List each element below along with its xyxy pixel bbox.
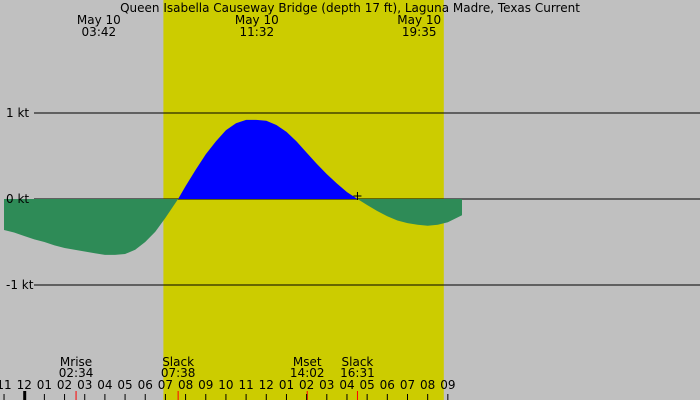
x-tick-label: 08 <box>420 378 435 392</box>
bottom-event-label: Slack <box>162 355 194 369</box>
top-event-date: May 10 <box>397 13 441 27</box>
current-areas <box>4 119 462 255</box>
bottom-event-time: 07:38 <box>161 366 196 380</box>
bottom-event-time: 16:31 <box>340 366 375 380</box>
top-event-date: May 10 <box>77 13 121 27</box>
x-tick-label: 11 <box>0 378 12 392</box>
y-tick-label: -1 kt <box>6 278 34 292</box>
bottom-event-label: Slack <box>342 355 374 369</box>
x-tick-label: 03 <box>77 378 92 392</box>
chart-title: Queen Isabella Causeway Bridge (depth 17… <box>120 1 580 15</box>
x-tick-label: 04 <box>339 378 354 392</box>
ebb-area <box>4 199 462 255</box>
x-tick-label: 11 <box>238 378 253 392</box>
y-tick-label: 0 kt <box>6 192 29 206</box>
x-tick-label: 08 <box>178 378 193 392</box>
top-event-date: May 10 <box>235 13 279 27</box>
x-tick-label: 05 <box>117 378 132 392</box>
x-axis-ticks: 11 12 01 02 03 04 05 06 07 08 09 10 11 12 01 02 03 04 05 06… <box>0 378 455 400</box>
x-tick-label: 07 <box>158 378 173 392</box>
midnight-tick <box>23 391 27 400</box>
flood-area <box>178 119 358 199</box>
x-tick-label: 04 <box>97 378 112 392</box>
x-tick-label: 03 <box>319 378 334 392</box>
top-event-time: 03:42 <box>82 25 117 39</box>
x-tick-label: 02 <box>299 378 314 392</box>
x-tick-label: 01 <box>37 378 52 392</box>
x-tick-label: 09 <box>198 378 213 392</box>
x-tick-label: 01 <box>279 378 294 392</box>
y-axis-labels: 1 kt 0 kt -1 kt <box>6 106 34 292</box>
x-tick-label: 05 <box>360 378 375 392</box>
bottom-event-label: Mset <box>293 355 322 369</box>
x-tick-label: 06 <box>380 378 395 392</box>
y-tick-label: 1 kt <box>6 106 29 120</box>
x-tick-label: 07 <box>400 378 415 392</box>
x-tick-label: 12 <box>259 378 274 392</box>
x-tick-label: 06 <box>138 378 153 392</box>
x-tick-label: 02 <box>57 378 72 392</box>
x-tick-label: 10 <box>218 378 233 392</box>
x-tick-label: 09 <box>440 378 455 392</box>
x-tick-label: 12 <box>17 378 32 392</box>
bottom-event-time: 14:02 <box>290 366 325 380</box>
bottom-event-time: 02:34 <box>59 366 94 380</box>
bottom-event-label: Mrise <box>60 355 92 369</box>
top-event-time: 19:35 <box>402 25 437 39</box>
top-event-time: 11:32 <box>240 25 275 39</box>
